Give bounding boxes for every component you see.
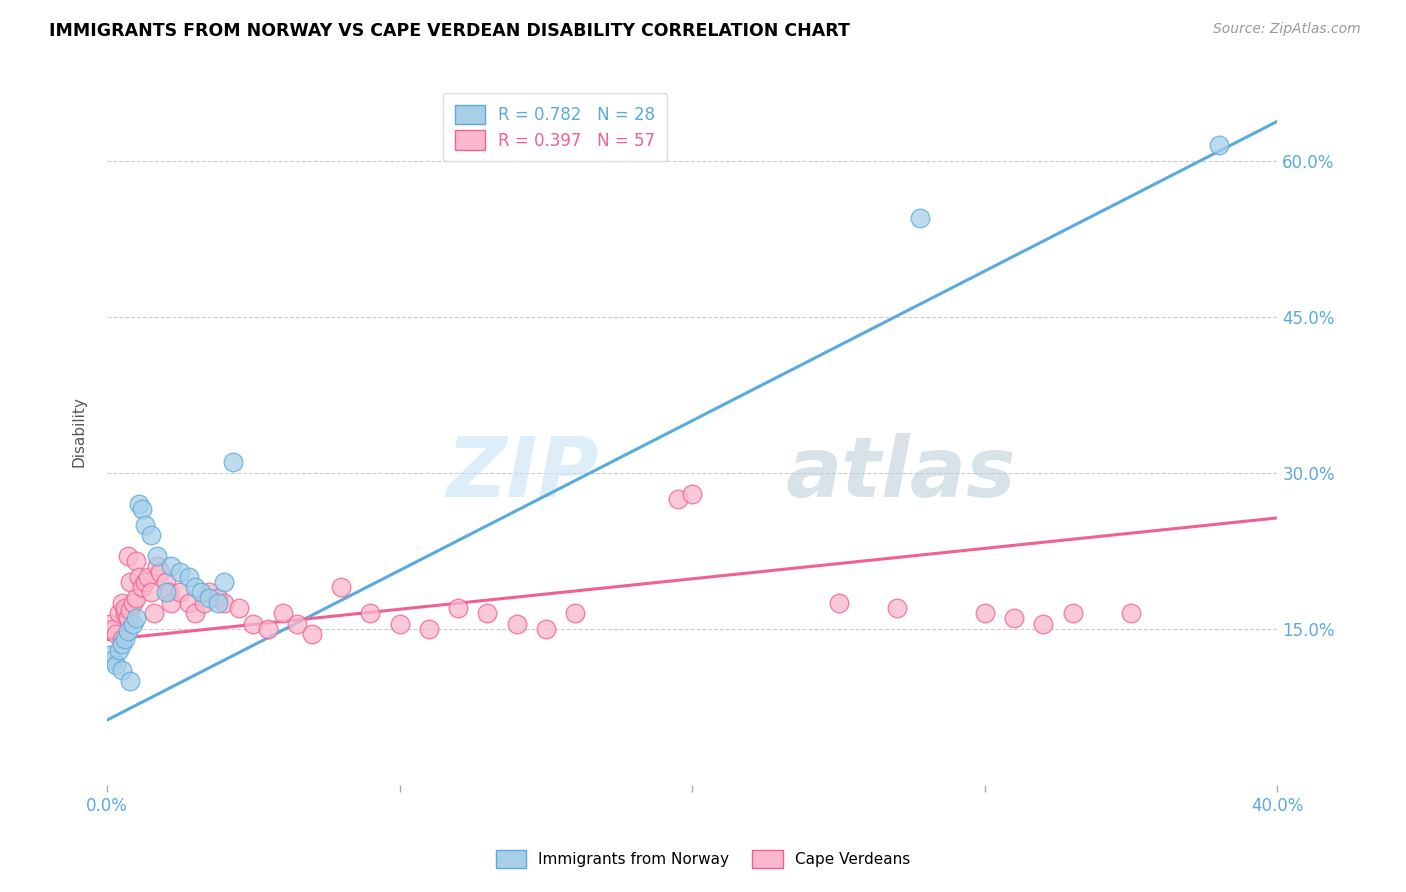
Point (160, 596, 183, 610)
Point (564, 606, 586, 620)
Point (104, 658, 127, 673)
Point (301, 627, 323, 641)
Point (122, 596, 145, 610)
Point (125, 554, 148, 568)
Point (136, 570, 159, 584)
Point (505, 616, 527, 631)
Point (160, 559, 183, 574)
Point (207, 596, 229, 610)
Point (107, 606, 129, 620)
Point (155, 585, 177, 599)
Point (114, 601, 136, 615)
Point (101, 653, 124, 667)
Point (117, 549, 139, 563)
Point (139, 585, 162, 599)
Point (257, 622, 280, 636)
Point (212, 574, 235, 589)
Point (114, 632, 136, 647)
Point (125, 591, 148, 605)
Point (120, 673, 142, 688)
Point (146, 549, 169, 563)
Point (169, 585, 191, 599)
Point (827, 596, 849, 610)
Point (184, 580, 207, 594)
Point (910, 211, 932, 225)
Point (111, 637, 134, 651)
Text: atlas: atlas (786, 433, 1017, 514)
Point (134, 517, 156, 532)
Point (149, 565, 172, 579)
Y-axis label: Disability: Disability (72, 396, 86, 467)
Point (111, 663, 134, 677)
Point (666, 491, 689, 506)
Point (111, 632, 134, 647)
Point (242, 616, 264, 631)
Point (134, 574, 156, 589)
Legend: Immigrants from Norway, Cape Verdeans: Immigrants from Norway, Cape Verdeans (489, 844, 917, 873)
Point (271, 606, 294, 620)
Point (418, 622, 440, 636)
Point (1208, 138, 1230, 153)
Point (122, 616, 145, 631)
Point (142, 606, 165, 620)
Point (98, 648, 121, 662)
Point (128, 570, 150, 584)
Point (101, 622, 124, 636)
Point (104, 627, 127, 641)
Point (107, 642, 129, 657)
Point (131, 580, 153, 594)
Point (681, 486, 703, 500)
Point (212, 596, 235, 610)
Point (1002, 611, 1025, 625)
Point (114, 606, 136, 620)
Point (177, 596, 200, 610)
Point (111, 596, 134, 610)
Point (198, 591, 221, 605)
Point (285, 616, 308, 631)
Point (117, 611, 139, 625)
Point (131, 502, 153, 516)
Point (146, 559, 169, 574)
Point (139, 528, 162, 542)
Point (1062, 606, 1084, 620)
Text: ZIP: ZIP (446, 433, 599, 514)
Text: IMMIGRANTS FROM NORWAY VS CAPE VERDEAN DISABILITY CORRELATION CHART: IMMIGRANTS FROM NORWAY VS CAPE VERDEAN D… (49, 22, 851, 40)
Point (198, 585, 221, 599)
Point (120, 574, 142, 589)
Point (98, 616, 121, 631)
Point (120, 603, 142, 617)
Point (388, 616, 411, 631)
Legend: R = 0.782   N = 28, R = 0.397   N = 57: R = 0.782 N = 28, R = 0.397 N = 57 (443, 93, 666, 161)
Text: Source: ZipAtlas.com: Source: ZipAtlas.com (1213, 22, 1361, 37)
Point (359, 606, 381, 620)
Point (193, 596, 215, 610)
Point (222, 455, 245, 469)
Point (184, 606, 207, 620)
Point (1119, 606, 1142, 620)
Point (228, 601, 250, 615)
Point (169, 565, 191, 579)
Point (973, 606, 995, 620)
Point (886, 601, 908, 615)
Point (128, 497, 150, 511)
Point (447, 601, 470, 615)
Point (477, 606, 499, 620)
Point (117, 624, 139, 638)
Point (330, 580, 353, 594)
Point (1032, 616, 1054, 631)
Point (157, 585, 180, 599)
Point (190, 585, 212, 599)
Point (177, 570, 200, 584)
Point (155, 574, 177, 589)
Point (125, 611, 148, 625)
Point (207, 591, 229, 605)
Point (534, 622, 557, 636)
